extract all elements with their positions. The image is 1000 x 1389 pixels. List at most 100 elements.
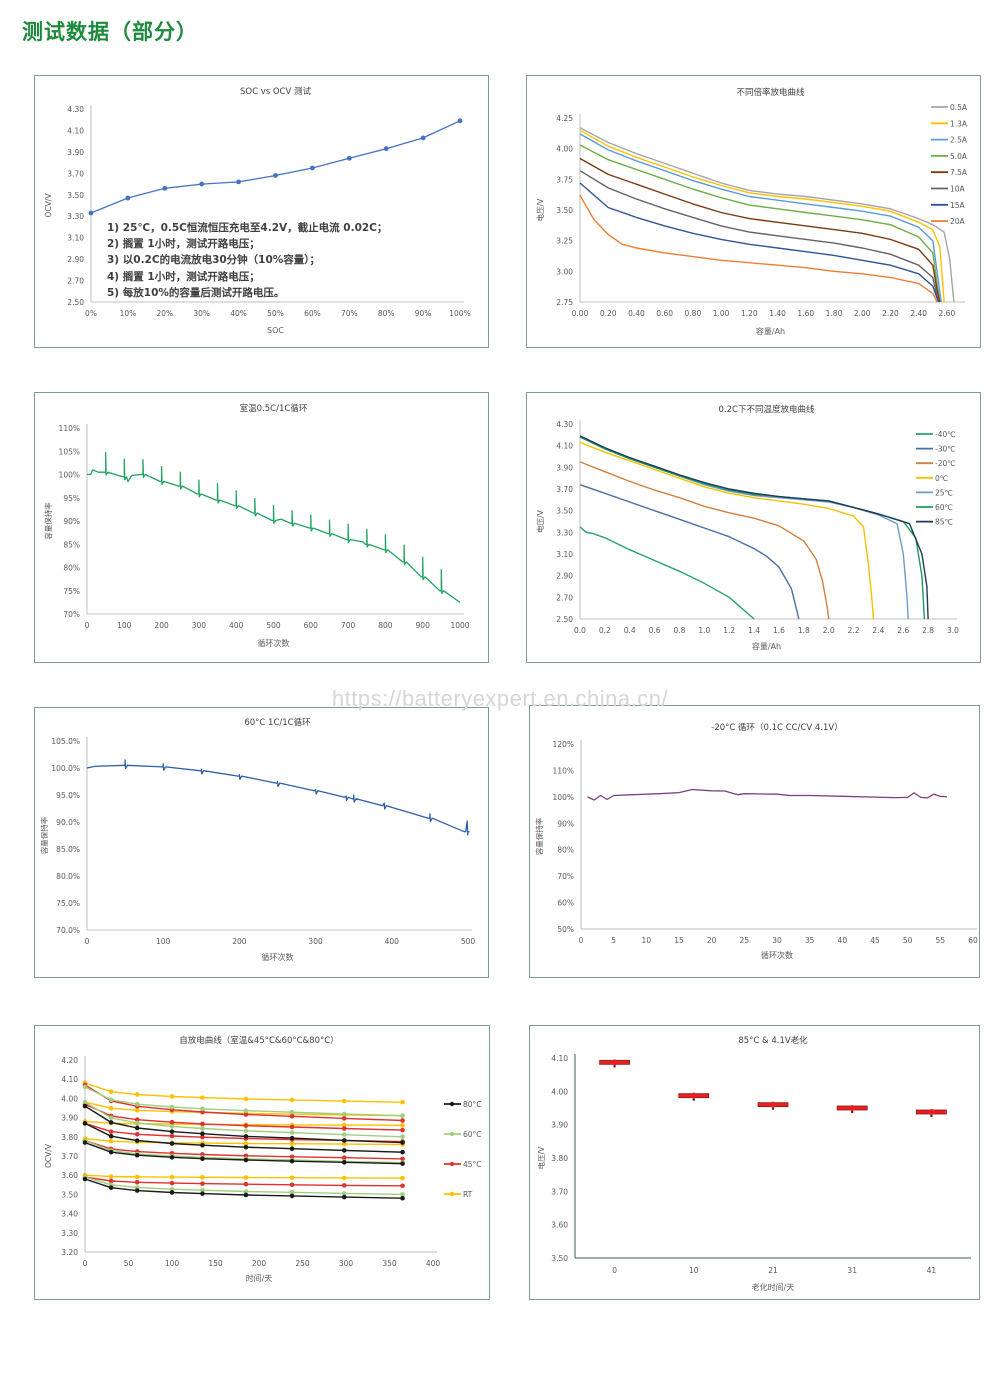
y-axis-label: 容量保持率 [534, 817, 544, 855]
y-tick-label: 50% [557, 925, 574, 934]
data-point [770, 1101, 776, 1108]
data-point [169, 1124, 175, 1129]
x-tick-label: 0% [85, 309, 97, 318]
x-axis-label: 老化时间/天 [752, 1282, 795, 1292]
legend-label: 0.5A [950, 103, 968, 112]
data-point [108, 1097, 114, 1103]
y-tick-label: 3.20 [61, 1248, 78, 1257]
x-tick-label: 350 [382, 1259, 397, 1268]
x-tick-label: 500 [266, 621, 281, 630]
data-point [169, 1104, 175, 1110]
data-point [310, 165, 315, 171]
data-point [134, 1108, 140, 1113]
data-point [200, 1095, 205, 1100]
x-tick-label: 300 [192, 621, 207, 630]
chart-title: 85°C & 4.1V老化 [738, 1035, 808, 1046]
legend-label: 15A [950, 201, 966, 210]
x-tick-label: 15 [674, 936, 684, 945]
data-point [400, 1134, 405, 1140]
data-point [134, 1101, 140, 1107]
data-point [289, 1158, 295, 1164]
x-tick-label: 100 [165, 1259, 180, 1268]
data-point [243, 1192, 249, 1198]
data-point [341, 1098, 347, 1104]
data-point [341, 1155, 347, 1161]
x-tick-label: 35 [805, 936, 815, 945]
x-tick-label: 250 [295, 1259, 310, 1268]
x-tick-label: 1000 [450, 621, 469, 630]
outlier-point [613, 1065, 616, 1068]
self-discharge-chart: 自放电曲线（室温&45°C&60°C&80°C） 时间/天 OCV/V 3.20 3.3… [34, 1025, 490, 1300]
data-point [169, 1141, 175, 1146]
y-tick-label: 3.70 [551, 1187, 568, 1196]
y-tick-label: 70% [557, 872, 574, 881]
data-point [243, 1108, 249, 1113]
y-axis-label: OCV/V [44, 193, 53, 218]
x-tick-label: 0.60 [656, 309, 673, 318]
x-tick-label: 3.0 [947, 626, 959, 635]
series-line-2.5A [579, 133, 942, 303]
x-tick-label: 50 [124, 1259, 134, 1268]
x-tick-label: 2.20 [882, 309, 899, 318]
chart-title: 自放电曲线（室温&45°C&60°C&80°C） [179, 1035, 338, 1046]
data-point [200, 1106, 205, 1112]
x-axis-label: 循环次数 [262, 952, 294, 962]
y-tick-label: 4.25 [556, 114, 573, 123]
series-line-7.5A [579, 157, 941, 303]
data-point [88, 210, 94, 216]
y-axis-label: 容量保持率 [43, 502, 53, 540]
data-point [243, 1112, 249, 1117]
legend-label: -20℃ [935, 459, 956, 468]
data-point [134, 1180, 140, 1185]
chart-title: 室温0.5C/1C循环 [240, 403, 308, 414]
data-point [243, 1123, 249, 1128]
y-tick-label: 4.30 [67, 105, 84, 114]
x-tick-label: 25 [740, 936, 750, 945]
data-point [134, 1117, 140, 1123]
data-point [289, 1135, 295, 1141]
data-point [125, 195, 131, 201]
data-point [82, 1103, 88, 1109]
x-tick-label: 400 [229, 621, 244, 630]
data-point [108, 1149, 114, 1155]
x-tick-label: 100 [117, 621, 132, 630]
x-tick-label: 2.8 [922, 626, 934, 635]
data-point [200, 1191, 205, 1196]
x-tick-label: 0 [579, 936, 584, 945]
series-line--30℃ [579, 484, 800, 620]
x-tick-label: 1.60 [797, 309, 814, 318]
data-point [289, 1141, 295, 1147]
data-point [134, 1120, 140, 1126]
data-point [341, 1126, 347, 1131]
data-point [243, 1096, 249, 1102]
y-tick-label: 4.10 [61, 1075, 78, 1084]
series-line-0.5A [579, 127, 955, 303]
series-line-OCV [90, 120, 461, 214]
data-point [289, 1154, 295, 1160]
data-point [383, 146, 389, 152]
data-point [341, 1111, 347, 1117]
x-tick-label: 1.80 [826, 309, 843, 318]
data-point [108, 1129, 114, 1134]
cycle-60c-chart: 60°C 1C/1C循环 循环次数 容量保持率 70.0% 75.0% 80.0% 85.0… [34, 707, 489, 978]
series-line-5.0A [579, 144, 941, 303]
y-tick-label: 3.10 [556, 550, 573, 559]
data-point [134, 1174, 140, 1180]
x-tick-label: 500 [461, 937, 476, 946]
y-tick-label: 4.00 [556, 145, 573, 154]
x-tick-label: 45 [870, 936, 880, 945]
chart-title: 不同倍率放电曲线 [736, 87, 805, 98]
y-tick-label: 3.30 [556, 528, 573, 537]
y-tick-label: 4.00 [551, 1087, 568, 1096]
y-tick-label: 95% [63, 494, 80, 503]
legend-label: 2.5A [950, 136, 968, 145]
note-line: 2) 搁置 1小时，测试开路电压； [107, 238, 260, 251]
series-line-10A [579, 170, 940, 303]
data-point [134, 1138, 140, 1143]
y-tick-label: 3.70 [556, 485, 573, 494]
y-tick-label: 3.50 [556, 507, 573, 516]
legend-label: 80°C [463, 1100, 482, 1109]
x-tick-label: 150 [208, 1259, 223, 1268]
x-tick-label: 1.6 [773, 626, 785, 635]
